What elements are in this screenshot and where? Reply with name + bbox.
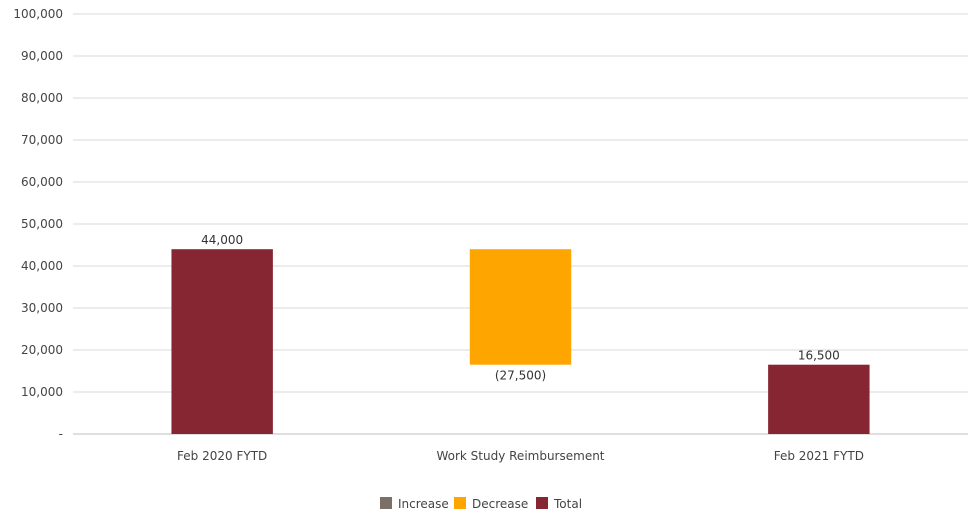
y-tick-label: 40,000 bbox=[21, 259, 63, 273]
data-label: 16,500 bbox=[798, 349, 840, 363]
y-tick-label: 70,000 bbox=[21, 133, 63, 147]
bar[interactable] bbox=[171, 249, 273, 434]
y-tick-label: 20,000 bbox=[21, 343, 63, 357]
x-tick-label: Feb 2021 FYTD bbox=[774, 449, 864, 463]
legend-entry[interactable]: Increase bbox=[398, 497, 449, 511]
data-label: (27,500) bbox=[495, 369, 546, 383]
y-tick-label: 80,000 bbox=[21, 91, 63, 105]
legend-entry[interactable]: Decrease bbox=[472, 497, 528, 511]
legend-swatch bbox=[454, 497, 466, 509]
data-label: 44,000 bbox=[201, 233, 243, 247]
legend[interactable]: Increase Decrease Total bbox=[380, 497, 582, 511]
legend-entry[interactable]: Total bbox=[553, 497, 582, 511]
data-labels: 44,000 (27,500) 16,500 bbox=[201, 233, 840, 383]
y-axis: - 10,000 20,000 30,000 40,000 50,000 60,000 70,… bbox=[13, 7, 63, 441]
y-tick-label: 60,000 bbox=[21, 175, 63, 189]
x-tick-label: Work Study Reimbursement bbox=[436, 449, 604, 463]
x-axis: Feb 2020 FYTD Work Study Reimbursement Feb… bbox=[177, 449, 864, 463]
y-tick-label: - bbox=[59, 427, 63, 441]
y-tick-label: 90,000 bbox=[21, 49, 63, 63]
y-tick-label: 10,000 bbox=[21, 385, 63, 399]
y-tick-label: 30,000 bbox=[21, 301, 63, 315]
legend-swatch bbox=[380, 497, 392, 509]
bars bbox=[171, 249, 870, 434]
bar[interactable] bbox=[469, 249, 572, 365]
legend-swatch bbox=[536, 497, 548, 509]
y-tick-label: 100,000 bbox=[13, 7, 63, 21]
x-tick-label: Feb 2020 FYTD bbox=[177, 449, 267, 463]
y-tick-label: 50,000 bbox=[21, 217, 63, 231]
bar[interactable] bbox=[768, 364, 870, 434]
